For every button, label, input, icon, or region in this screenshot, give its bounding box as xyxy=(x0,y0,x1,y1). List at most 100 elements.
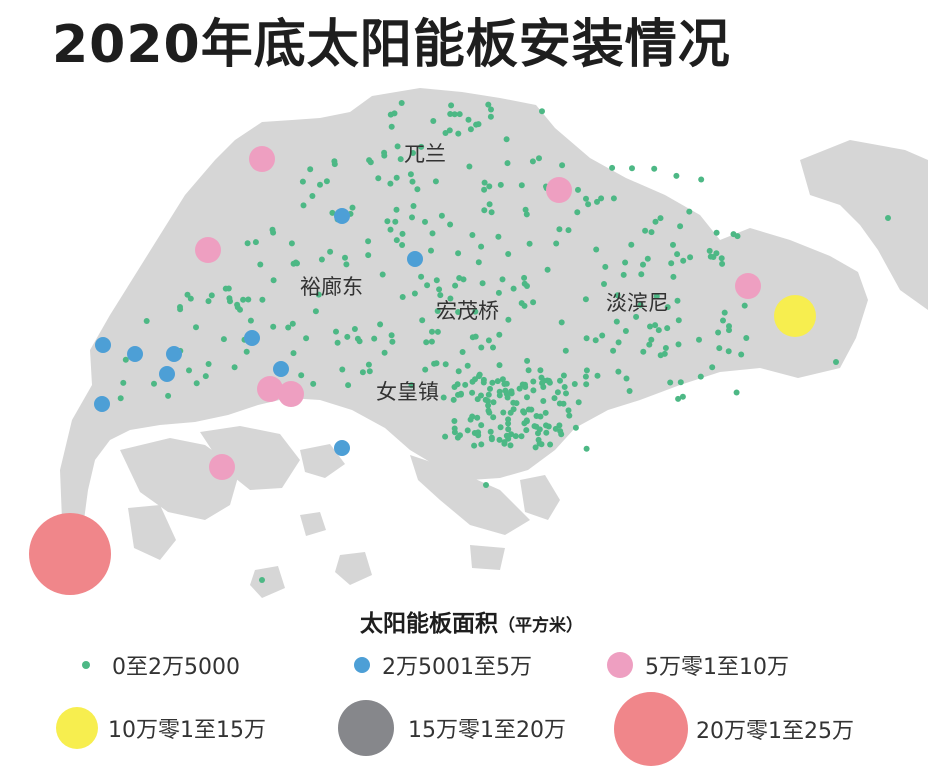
solar-dot-small xyxy=(244,240,251,247)
solar-dot-small xyxy=(259,577,265,583)
solar-dot-small xyxy=(680,257,687,264)
legend-swatch-4 xyxy=(338,700,394,756)
solar-dot-small xyxy=(602,263,609,270)
solar-dot-small xyxy=(563,390,569,397)
solar-dot-small xyxy=(177,304,183,310)
solar-dot-small xyxy=(495,289,502,296)
map: 兀兰 裕廊东 宏茂桥 淡滨尼 女皇镇 xyxy=(29,88,928,598)
solar-dot-small xyxy=(535,436,542,443)
solar-dot-small xyxy=(629,165,635,172)
solar-dot-small xyxy=(741,302,748,309)
solar-dot-small xyxy=(601,281,607,287)
solar-dot-small xyxy=(556,226,563,233)
solar-dot-small xyxy=(518,182,525,189)
solar-dot-small xyxy=(489,379,496,386)
solar-dot-small xyxy=(674,251,681,258)
solar-dot-blue xyxy=(334,440,350,456)
solar-dot-small xyxy=(375,175,382,182)
solar-dot-small xyxy=(478,441,485,448)
solar-dot-small xyxy=(478,243,485,250)
solar-dot-small xyxy=(709,364,716,371)
solar-dot-small xyxy=(418,143,425,150)
solar-dot-small xyxy=(521,409,528,416)
solar-dot-small xyxy=(481,186,488,193)
solar-dot-small xyxy=(696,336,702,343)
solar-dot-small xyxy=(536,155,542,162)
solar-dot-small xyxy=(571,381,578,387)
solar-dot-small xyxy=(525,406,532,413)
solar-dot-small xyxy=(434,308,441,314)
solar-dot-small xyxy=(675,395,682,402)
solar-dot-small xyxy=(365,238,372,245)
solar-dot-small xyxy=(495,233,502,240)
dots-layer xyxy=(29,100,891,595)
solar-dot-small xyxy=(120,379,127,386)
solar-dot-small xyxy=(675,317,682,324)
solar-dot-small xyxy=(478,392,484,399)
solar-dot-small xyxy=(391,110,398,117)
solar-dot-small xyxy=(331,161,338,168)
solar-dot-small xyxy=(529,158,536,165)
solar-dot-small xyxy=(205,361,212,367)
legend-swatch-0 xyxy=(82,661,90,669)
solar-dot-pink xyxy=(195,237,221,263)
solar-dot-small xyxy=(476,371,483,378)
solar-dot-small xyxy=(501,381,508,387)
solar-dot-small xyxy=(433,277,440,284)
solar-dot-small xyxy=(640,261,646,268)
solar-dot-small xyxy=(227,298,233,305)
solar-dot-small xyxy=(447,295,454,302)
solar-dot-small xyxy=(505,251,512,257)
solar-dot-small xyxy=(165,392,172,399)
solar-dot-small xyxy=(487,113,494,120)
solar-dot-small xyxy=(558,319,565,326)
solar-dot-small xyxy=(657,352,664,359)
solar-dot-small xyxy=(657,215,664,222)
solar-dot-small xyxy=(270,323,277,330)
solar-dot-small xyxy=(537,413,544,420)
solar-dot-small xyxy=(530,387,537,394)
solar-dot-small xyxy=(679,393,686,400)
solar-dot-small xyxy=(733,389,740,396)
land xyxy=(60,88,928,598)
solar-dot-blue xyxy=(166,346,182,362)
legend-label-5: 20万零1至25万 xyxy=(696,719,854,744)
solar-dot-small xyxy=(245,296,252,303)
legend-label-4: 15万零1至20万 xyxy=(408,718,566,743)
solar-dot-small xyxy=(342,254,348,261)
solar-dot-small xyxy=(398,100,405,106)
solar-dot-small xyxy=(424,282,431,289)
solar-dot-small xyxy=(664,304,671,311)
solar-dot-small xyxy=(575,186,581,193)
solar-dot-small xyxy=(524,394,530,401)
solar-dot-small xyxy=(475,432,482,439)
solar-dot-small xyxy=(465,116,472,123)
solar-dot-small xyxy=(469,413,476,420)
solar-dot-small xyxy=(366,157,373,164)
solar-dot-small xyxy=(598,195,605,202)
solar-dot-small xyxy=(583,195,589,202)
solar-dot-small xyxy=(518,433,525,440)
solar-dot-small xyxy=(560,400,567,407)
solar-dot-small xyxy=(343,261,350,268)
solar-dot-yellow xyxy=(774,295,816,337)
solar-dot-small xyxy=(582,373,589,380)
solar-dot-small xyxy=(594,372,601,379)
solar-dot-small xyxy=(673,172,680,179)
solar-dot-small xyxy=(503,390,510,397)
solar-dot-small xyxy=(455,130,462,137)
solar-dot-small xyxy=(432,178,439,185)
solar-dot-small xyxy=(387,180,394,187)
solar-dot-small xyxy=(543,422,549,429)
solar-dot-blue xyxy=(127,346,143,362)
solar-dot-small xyxy=(193,324,199,331)
solar-dot-small xyxy=(334,339,341,346)
solar-dot-small xyxy=(540,398,547,404)
solar-dot-small xyxy=(743,335,750,341)
solar-dot-small xyxy=(505,316,512,323)
solar-dot-small xyxy=(438,212,445,219)
solar-dot-pink xyxy=(257,376,283,402)
solar-dot-small xyxy=(668,260,675,267)
solar-dot-small xyxy=(419,317,426,324)
solar-dot-small xyxy=(561,384,568,390)
